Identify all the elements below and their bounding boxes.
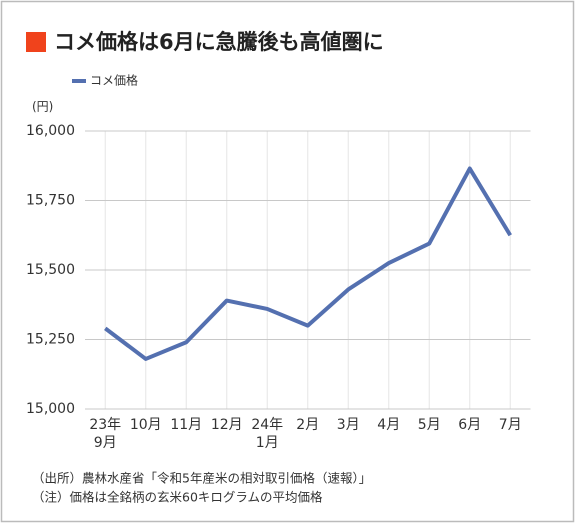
source-note: （出所）農林水産省「令和5年産米の相対取引価格（速報）」	[32, 471, 371, 486]
x-tick-label: 4月	[377, 417, 400, 433]
x-tick-label: 24年 1月	[251, 417, 283, 451]
y-tick-label: 16,000	[26, 123, 75, 139]
y-unit: (円)	[32, 100, 53, 114]
y-tick-label: 15,000	[26, 401, 75, 417]
x-tick-label: 3月	[337, 417, 360, 433]
title-marker	[26, 32, 46, 52]
chart-title: コメ価格は6月に急騰後も高値圏に	[54, 30, 384, 54]
legend-label: コメ価格	[90, 73, 138, 88]
y-tick-label: 15,500	[26, 262, 75, 278]
x-tick-label: 6月	[458, 417, 481, 433]
line-series	[104, 166, 512, 361]
x-tick-label: 12月	[211, 417, 243, 433]
x-tick-label: 5月	[418, 417, 441, 433]
x-tick-label: 11月	[170, 417, 202, 433]
y-tick-label: 15,250	[26, 332, 75, 348]
y-tick-label: 15,750	[26, 193, 75, 209]
x-tick-label: 10月	[130, 417, 162, 433]
x-tick-label: 23年 9月	[89, 417, 121, 451]
note: （注）価格は全銘柄の玄米60キログラムの平均価格	[32, 490, 323, 505]
x-tick-label: 2月	[296, 417, 319, 433]
x-tick-label: 7月	[499, 417, 522, 433]
